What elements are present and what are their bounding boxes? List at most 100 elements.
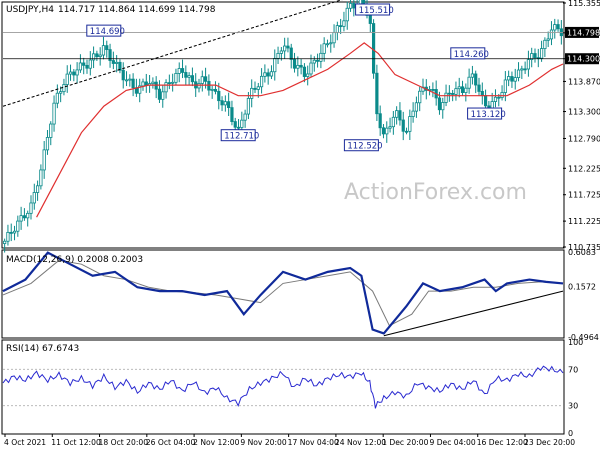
price-tick-label: 111.725 [568, 191, 600, 200]
price-panel-frame [1, 1, 565, 249]
candle-body [187, 75, 191, 78]
macd-tick-label: 0.6083 [568, 248, 596, 257]
candle-body [493, 96, 498, 102]
candle-body [223, 101, 227, 106]
price-annotation-box [343, 139, 379, 152]
candle-body [190, 75, 195, 83]
current-price-label: 114.798 [567, 28, 600, 37]
candle-body [253, 87, 257, 90]
candle-body [447, 92, 451, 95]
candle-body [217, 90, 221, 102]
candle-body [549, 29, 554, 40]
x-tick-label: 9 Nov 20:00 [240, 438, 287, 447]
candle-body [180, 68, 185, 73]
x-tick-label: 9 Dec 04:00 [429, 438, 475, 447]
candle-body [553, 24, 557, 31]
candle-body [477, 84, 481, 92]
candle-body [467, 76, 471, 89]
candle-body [411, 110, 415, 117]
candle-body [12, 230, 17, 234]
candle-body [279, 50, 283, 54]
candle-body [111, 60, 115, 64]
candle-body [101, 45, 106, 56]
candle-body [513, 77, 517, 82]
candle-body [358, 0, 363, 5]
candle-body [302, 66, 307, 77]
candle-body [312, 59, 316, 64]
candle-body [474, 73, 478, 86]
candle-body [510, 76, 514, 82]
candle-body [385, 127, 389, 135]
candle-body [500, 92, 504, 98]
price-tick-label: 112.225 [568, 164, 600, 173]
candle-body [161, 91, 165, 100]
candle-body [408, 116, 412, 132]
candle-body [22, 215, 27, 219]
candle-body [480, 91, 484, 96]
candle-body [16, 220, 20, 232]
candle-body [296, 64, 300, 69]
x-tick-label: 23 Dec 20:00 [524, 438, 575, 447]
candle-body [210, 88, 214, 91]
price-annotation-label: 112.710 [224, 132, 259, 142]
candle-body [309, 62, 313, 75]
candle-body [39, 169, 43, 187]
candle-body [62, 84, 66, 93]
candle-body [391, 116, 395, 128]
ohlc-header: 114.717 114.864 114.699 114.798 [58, 5, 216, 15]
macd-title: MACD(12,26,9) 0.2008 0.2003 [6, 255, 143, 265]
level-price-box [565, 53, 599, 65]
price-layer: 115.510 114.690 114.260 112.710 112.520 113.1… [2, 0, 564, 253]
candle-body [118, 61, 122, 71]
candle-body [32, 192, 36, 204]
candle-body [151, 81, 155, 85]
candle-body [398, 110, 402, 121]
x-tick-label: 16 Dec 12:00 [477, 438, 528, 447]
price-annotation-box [467, 107, 503, 120]
candle-body [203, 76, 208, 82]
price-annotation-label: 112.520 [347, 142, 382, 152]
macd-tick-label: -0.4964 [568, 333, 599, 342]
candle-body [266, 72, 270, 77]
candle-body [246, 97, 251, 115]
macd-panel-frame [1, 249, 565, 339]
candle-body [52, 102, 56, 125]
candle-body [108, 49, 112, 61]
candle-body [345, 7, 349, 22]
candle-body [292, 59, 297, 69]
rsi-layer [2, 365, 564, 409]
candle-body [404, 130, 409, 133]
rsi-line [2, 365, 564, 409]
rsi-title: RSI(14) 67.6743 [6, 344, 79, 354]
candle-body [289, 47, 293, 60]
candle-body [19, 215, 23, 222]
candle-body [325, 43, 330, 46]
candle-body [533, 53, 537, 59]
price-tick-label: 112.790 [568, 134, 600, 143]
candle-body [490, 101, 494, 109]
candle-body [144, 81, 148, 86]
candle-body [497, 96, 501, 99]
candle-body [240, 119, 244, 128]
resistance-trendline [2, 0, 343, 107]
x-tick-label: 17 Nov 04:00 [288, 438, 339, 447]
price-annotation-box [86, 24, 122, 37]
candle-body [414, 102, 419, 112]
candle-body [286, 45, 290, 49]
candle-body [49, 123, 53, 138]
price-annotation-label: 114.260 [454, 50, 489, 60]
candle-body [368, 14, 372, 24]
rsi-panel-frame [1, 339, 565, 435]
candle-body [395, 110, 399, 118]
candle-body [503, 79, 507, 93]
candle-body [460, 86, 465, 93]
candle-body [236, 126, 241, 129]
candle-body [131, 78, 135, 89]
candle-body [332, 32, 336, 44]
macd-tick-label: 0.1572 [568, 283, 596, 292]
candle-body [91, 53, 96, 61]
candle-body [6, 231, 10, 242]
candle-body [483, 95, 488, 107]
candle-body [65, 73, 69, 85]
candle-body [375, 72, 379, 115]
